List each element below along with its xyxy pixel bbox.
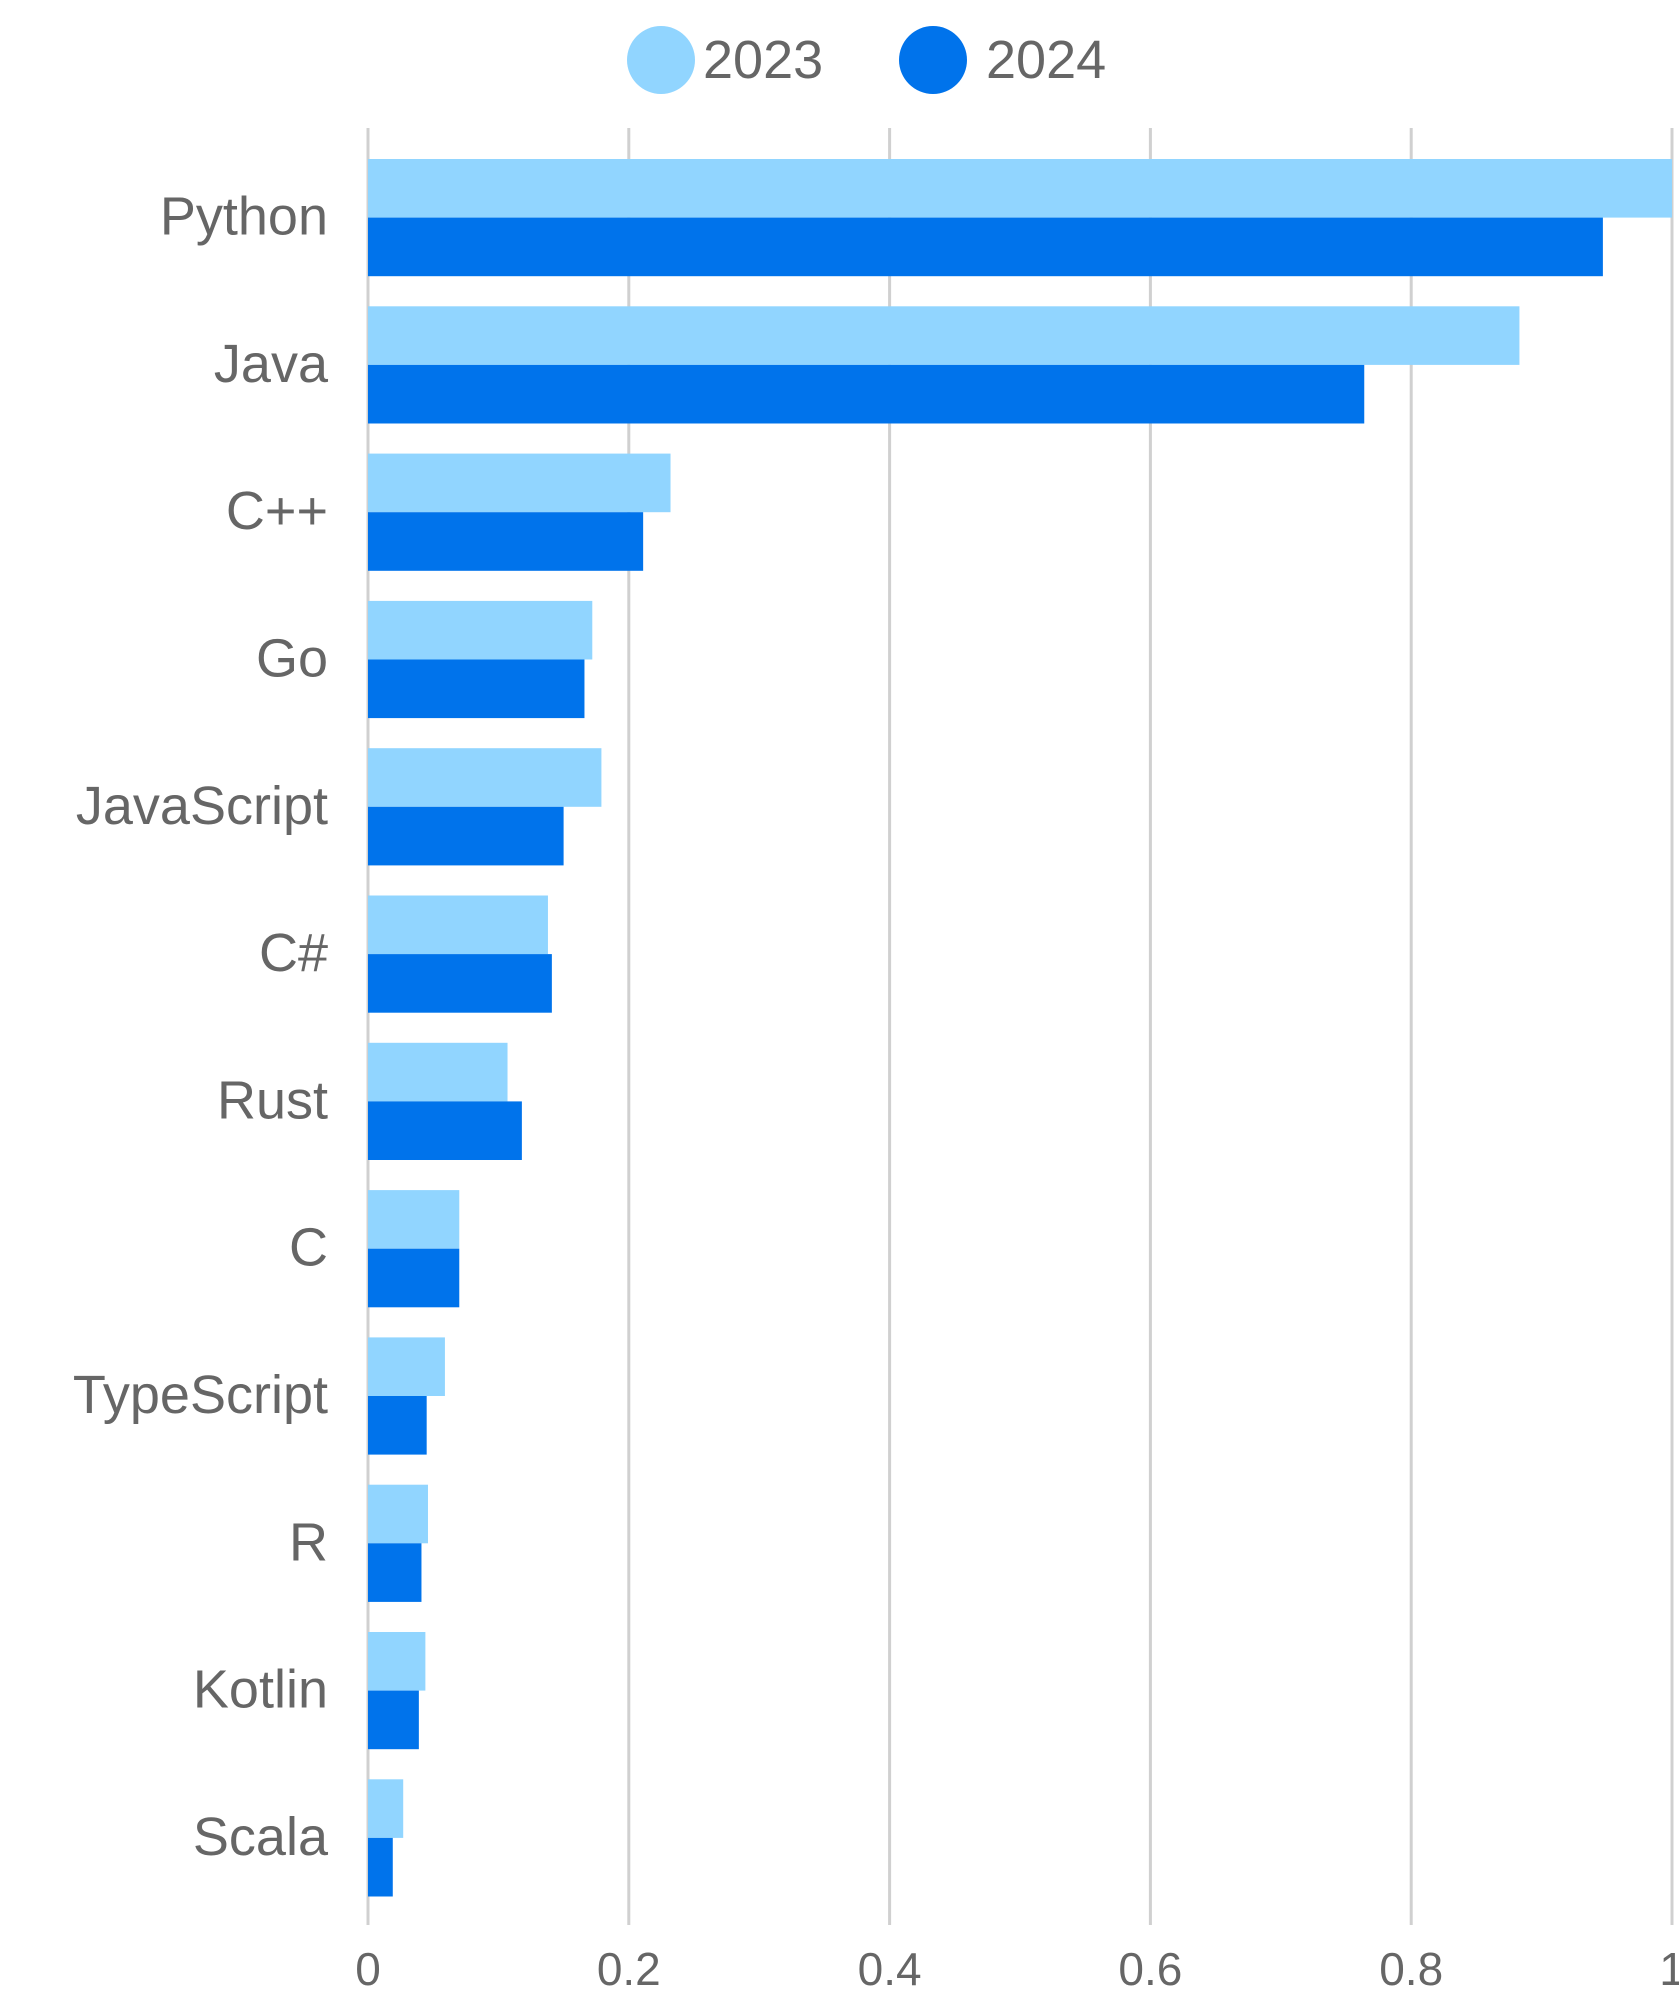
x-tick-labels: 0 0.2 0.4 0.6 0.8 1	[355, 1943, 1679, 1995]
legend-swatch-2023	[627, 26, 695, 94]
bar-javascript-2024	[368, 806, 564, 866]
bar-java-2023	[368, 306, 1520, 365]
category-label: Python	[160, 187, 328, 247]
legend: 2023 2024	[627, 26, 1106, 94]
category-label: Scala	[193, 1807, 329, 1867]
legend-label: 2024	[986, 30, 1106, 90]
gridlines	[366, 128, 1674, 1925]
category-label: Go	[256, 629, 328, 689]
x-tick-label: 0	[355, 1943, 381, 1995]
x-tick-label: 0.8	[1379, 1943, 1443, 1995]
bar-c--2023	[368, 895, 548, 955]
category-label: C++	[226, 481, 328, 541]
bar-r-2024	[368, 1543, 422, 1602]
category-labels: Python Java C++ Go JavaScript C# Rust C TypeScri…	[73, 187, 329, 1867]
category-label: R	[289, 1512, 328, 1572]
category-label: Rust	[217, 1070, 328, 1130]
bar-c--2024	[368, 512, 644, 571]
legend-item-2023[interactable]: 2023	[627, 26, 823, 94]
bar-rust-2023	[368, 1042, 508, 1102]
category-label: C#	[259, 923, 328, 983]
bar-c--2024	[368, 954, 552, 1013]
bar-javascript-2023	[368, 748, 602, 807]
bar-rust-2024	[368, 1101, 522, 1160]
bar-kotlin-2024	[368, 1690, 419, 1750]
bar-scala-2023	[368, 1779, 404, 1838]
bar-kotlin-2023	[368, 1632, 426, 1691]
x-tick-label: 1	[1659, 1943, 1679, 1995]
bar-go-2023	[368, 600, 593, 660]
category-label: Kotlin	[193, 1660, 328, 1720]
bars	[368, 159, 1672, 1897]
category-label: C	[289, 1218, 328, 1278]
bar-python-2024	[368, 217, 1603, 277]
bar-python-2023	[368, 159, 1672, 218]
category-label: Java	[214, 334, 329, 394]
legend-label: 2023	[703, 30, 823, 90]
legend-item-2024[interactable]: 2024	[899, 26, 1106, 94]
bar-c-2023	[368, 1190, 460, 1249]
bar-c-2024	[368, 1248, 460, 1308]
bar-r-2023	[368, 1484, 428, 1544]
x-tick-label: 0.4	[858, 1943, 922, 1995]
bar-typescript-2024	[368, 1396, 427, 1455]
legend-swatch-2024	[899, 26, 967, 94]
bar-typescript-2023	[368, 1337, 445, 1396]
x-tick-label: 0.2	[597, 1943, 661, 1995]
bar-java-2024	[368, 364, 1365, 424]
category-label: TypeScript	[73, 1365, 328, 1425]
bar-go-2024	[368, 659, 585, 719]
x-tick-label: 0.6	[1118, 1943, 1182, 1995]
bar-c--2023	[368, 453, 671, 513]
category-label: JavaScript	[76, 776, 328, 836]
bar-scala-2024	[368, 1837, 393, 1897]
